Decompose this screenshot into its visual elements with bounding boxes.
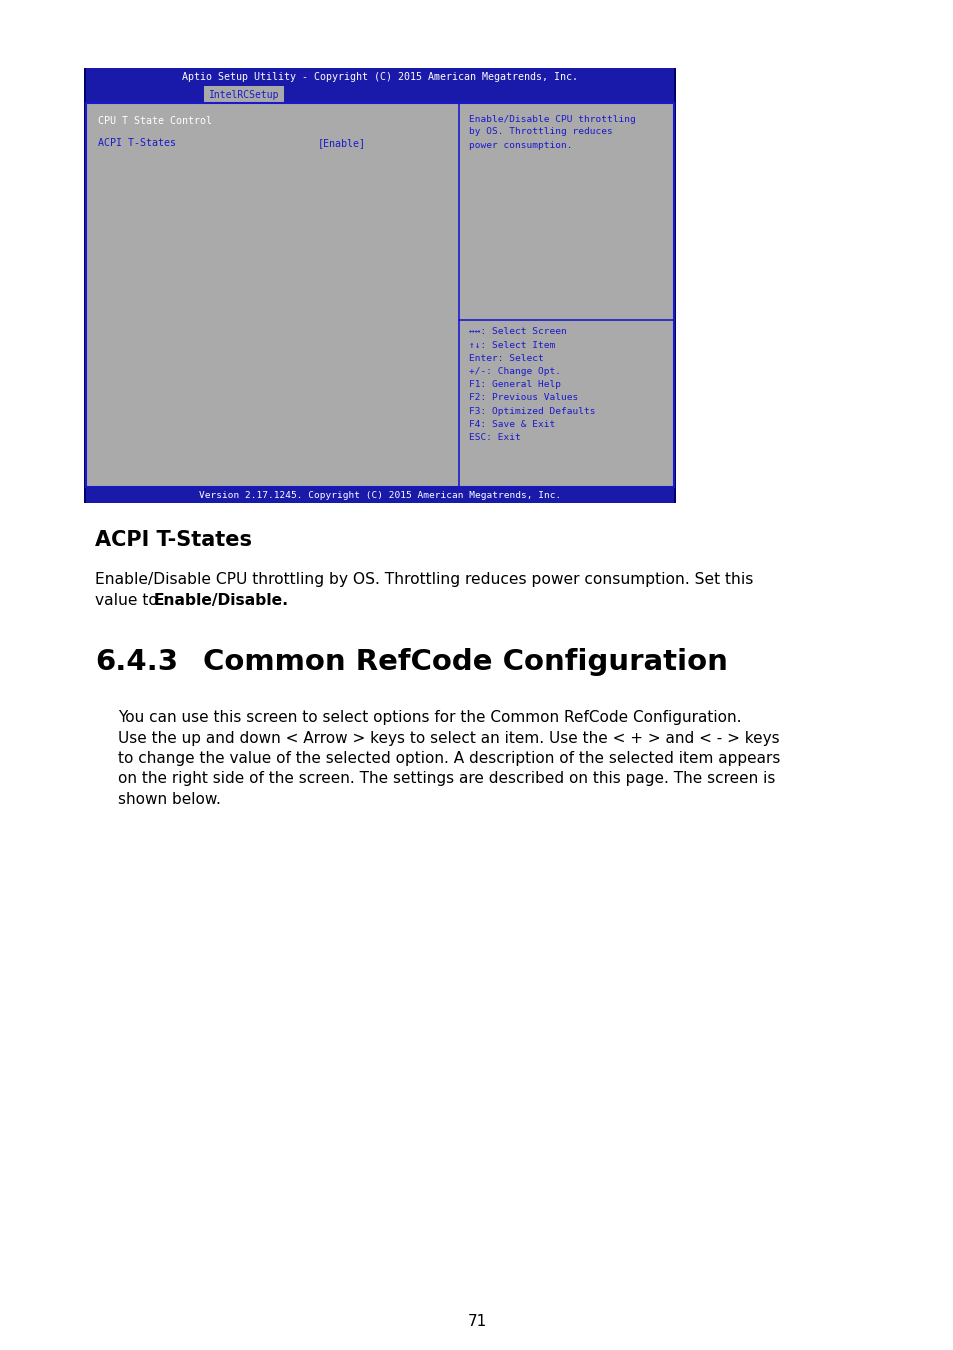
- Text: Aptio Setup Utility - Copyright (C) 2015 American Megatrends, Inc.: Aptio Setup Utility - Copyright (C) 2015…: [182, 72, 578, 82]
- Text: Use the up and down < Arrow > keys to select an item. Use the < + > and < - > ke: Use the up and down < Arrow > keys to se…: [118, 730, 779, 745]
- Text: to change the value of the selected option. A description of the selected item a: to change the value of the selected opti…: [118, 751, 780, 765]
- Text: IntelRCSetup: IntelRCSetup: [209, 89, 279, 100]
- Text: F3: Optimized Defaults: F3: Optimized Defaults: [469, 406, 596, 416]
- Bar: [86, 86, 673, 103]
- Text: ACPI T-States: ACPI T-States: [95, 531, 252, 549]
- Text: Enable/Disable CPU throttling: Enable/Disable CPU throttling: [469, 115, 636, 123]
- Text: on the right side of the screen. The settings are described on this page. The sc: on the right side of the screen. The set…: [118, 771, 775, 787]
- Text: ESC: Exit: ESC: Exit: [469, 433, 520, 441]
- Bar: [86, 487, 673, 504]
- Text: power consumption.: power consumption.: [469, 140, 573, 150]
- Text: [Enable]: [Enable]: [317, 138, 365, 148]
- Text: Enter: Select: Enter: Select: [469, 354, 543, 363]
- Text: 71: 71: [467, 1315, 486, 1330]
- Text: 6.4.3: 6.4.3: [95, 648, 178, 676]
- Text: ↑↓: Select Item: ↑↓: Select Item: [469, 340, 555, 350]
- Text: Version 2.17.1245. Copyright (C) 2015 American Megatrends, Inc.: Version 2.17.1245. Copyright (C) 2015 Am…: [198, 490, 560, 500]
- Text: by OS. Throttling reduces: by OS. Throttling reduces: [469, 127, 613, 136]
- Text: +/-: Change Opt.: +/-: Change Opt.: [469, 367, 560, 377]
- Text: F4: Save & Exit: F4: Save & Exit: [469, 420, 555, 429]
- Text: shown below.: shown below.: [118, 792, 221, 807]
- Bar: [86, 68, 673, 86]
- Bar: [84, 68, 676, 504]
- Text: F2: Previous Values: F2: Previous Values: [469, 393, 578, 402]
- Text: F1: General Help: F1: General Help: [469, 381, 560, 389]
- Bar: [204, 86, 284, 103]
- Text: Enable/Disable.: Enable/Disable.: [153, 593, 289, 608]
- Text: Enable/Disable CPU throttling by OS. Throttling reduces power consumption. Set t: Enable/Disable CPU throttling by OS. Thr…: [95, 572, 753, 587]
- Text: Common RefCode Configuration: Common RefCode Configuration: [203, 648, 727, 676]
- Text: value to: value to: [95, 593, 163, 608]
- Text: ACPI T-States: ACPI T-States: [98, 138, 175, 148]
- Text: CPU T State Control: CPU T State Control: [98, 116, 212, 126]
- Text: You can use this screen to select options for the Common RefCode Configuration.: You can use this screen to select option…: [118, 710, 740, 725]
- Bar: [86, 103, 673, 487]
- Text: ↔↔: Select Screen: ↔↔: Select Screen: [469, 328, 566, 336]
